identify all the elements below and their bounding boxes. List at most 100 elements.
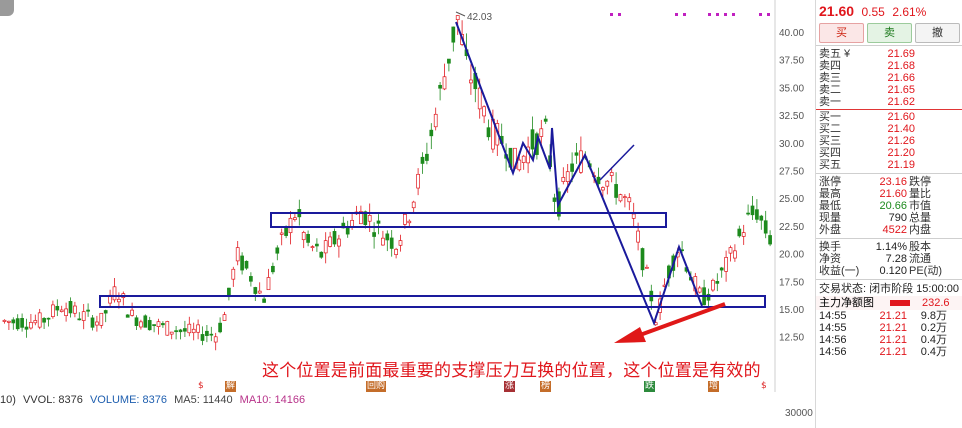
stat-row: 外盘 4522 内盘 xyxy=(816,224,962,236)
candle-body xyxy=(381,237,385,246)
price-change: 0.55 xyxy=(861,5,885,19)
peak-price-label: 42.03 xyxy=(467,12,492,23)
vvol-value: VVOL: 8376 xyxy=(22,394,83,406)
candle-body xyxy=(112,286,117,301)
candle-body xyxy=(169,331,174,335)
candle-body xyxy=(139,321,143,328)
candle-body xyxy=(442,76,447,90)
wave-trend-line[interactable] xyxy=(455,21,703,326)
candle-body xyxy=(332,231,337,245)
stat-row: 换手 1.14% 股本 xyxy=(816,241,962,253)
tick-price: 21.21 xyxy=(879,346,907,358)
stat-label: 跌停 xyxy=(909,176,931,188)
ask-row[interactable]: 卖五 ¥ 21.69 xyxy=(816,48,962,60)
candle-body xyxy=(15,318,20,330)
candle-body xyxy=(235,247,240,262)
tick-time: 14:55 xyxy=(819,310,847,322)
resistance-zone-box[interactable] xyxy=(270,212,667,228)
support-zone-box[interactable] xyxy=(99,295,766,308)
candle-body xyxy=(152,324,156,327)
ask-row[interactable]: 卖四 21.68 xyxy=(816,60,962,72)
stat-value: 4522 xyxy=(882,224,907,236)
last-price: 21.60 xyxy=(819,3,855,19)
candle-body xyxy=(59,309,64,312)
candle-body xyxy=(715,281,720,284)
candle-body xyxy=(733,250,737,259)
buy-button[interactable]: 买 xyxy=(819,23,864,43)
pointer-line[interactable] xyxy=(599,144,635,181)
ask-row[interactable]: 卖三 21.66 xyxy=(816,72,962,84)
bid-row[interactable]: 买一 21.60 xyxy=(816,111,962,123)
bid-row[interactable]: 买四 21.20 xyxy=(816,147,962,159)
candle-body xyxy=(403,213,407,225)
candle-body xyxy=(262,298,266,303)
bid-row[interactable]: 买三 21.26 xyxy=(816,135,962,147)
main-flow-row[interactable]: 主力净额 图 232.6 xyxy=(816,296,962,310)
ask-row[interactable]: 卖二 21.65 xyxy=(816,84,962,96)
candle-body xyxy=(385,233,390,241)
candle-body xyxy=(455,15,460,21)
price-axis-tick: 25.00 xyxy=(779,194,804,205)
event-marker[interactable]: $ xyxy=(198,381,204,391)
kline-svg[interactable]: 40.00 37.50 35.00 32.50 30.00 27.50 25.00 22.50… xyxy=(0,0,815,428)
orderbook-level-price: 21.66 xyxy=(887,72,915,84)
main-flow-chart-link[interactable]: 图 xyxy=(863,297,874,309)
bid-row[interactable]: 买二 21.40 xyxy=(816,123,962,135)
candle-body xyxy=(394,248,398,255)
candle-body xyxy=(565,171,570,182)
tick-volume: 9.8万 xyxy=(920,310,947,322)
candle-body xyxy=(697,287,702,293)
tick-row: 14:55 21.21 9.8万 xyxy=(816,310,962,322)
candle-body xyxy=(486,127,491,138)
tick-list[interactable]: 14:55 21.21 9.8万 14:55 21.21 0.2万 14:56 21.21 0.… xyxy=(816,310,962,358)
event-marker[interactable]: $ xyxy=(761,381,767,391)
event-dots-2 xyxy=(675,3,691,16)
red-arrow-shaft[interactable] xyxy=(639,302,726,337)
candle-body xyxy=(429,129,434,137)
stat-row: 最低 20.66 市值 xyxy=(816,200,962,212)
stat-label: 现量 xyxy=(819,212,841,224)
event-marker[interactable]: 增 xyxy=(708,381,720,392)
bid-row[interactable]: 买五 21.19 xyxy=(816,159,962,171)
stat-label: 换手 xyxy=(819,241,841,253)
stat-label: 最高 xyxy=(819,188,841,200)
candle-body xyxy=(125,314,130,318)
tick-price: 21.21 xyxy=(879,310,907,322)
stat-value: 0.120 xyxy=(879,265,907,277)
orderbook-level-label: 卖二 xyxy=(819,84,841,96)
orderbook-level-label: 卖一 xyxy=(819,96,841,108)
event-marker[interactable]: 涨 xyxy=(504,381,516,392)
event-marker[interactable]: 跌 xyxy=(644,381,656,392)
cancel-order-button[interactable]: 撤 xyxy=(915,23,960,43)
volume-value: VOLUME: 8376 xyxy=(89,394,168,406)
candle-body xyxy=(618,194,623,202)
stat-label: 市值 xyxy=(909,200,931,212)
peak-leader-line[interactable] xyxy=(455,11,466,17)
candle-body xyxy=(319,251,324,258)
event-marker[interactable]: 榜 xyxy=(540,381,552,392)
collapse-tab[interactable] xyxy=(0,0,14,16)
event-marker[interactable]: 解 xyxy=(225,381,237,392)
candle-body xyxy=(2,319,7,322)
candle-body xyxy=(706,293,711,301)
sell-button[interactable]: 卖 xyxy=(867,23,912,43)
tick-volume: 0.4万 xyxy=(920,334,947,346)
kline-chart-area[interactable]: 40.00 37.50 35.00 32.50 30.00 27.50 25.00 22.50… xyxy=(0,0,815,428)
stat-row: 最高 21.60 量比 xyxy=(816,188,962,200)
stat-label: 涨停 xyxy=(819,176,841,188)
candle-body xyxy=(37,312,42,328)
orderbook-level-label: 买三 xyxy=(819,135,841,147)
orderbook-level-price: 21.69 xyxy=(887,48,915,60)
red-arrow-head[interactable] xyxy=(614,327,646,343)
stat-label: 外盘 xyxy=(819,224,841,236)
candle-body xyxy=(719,267,724,271)
candle-body xyxy=(363,211,368,226)
trade-buttons: 买 卖 撤 xyxy=(816,23,962,43)
stat-label: 净资 xyxy=(819,253,841,265)
candle-body xyxy=(596,176,601,185)
ask-row[interactable]: 卖一 21.62 xyxy=(816,96,962,108)
candle-body xyxy=(746,212,750,215)
event-marker[interactable]: 回购 xyxy=(366,381,387,392)
event-dots-4 xyxy=(759,3,775,16)
quote-panel: 21.60 0.55 2.61% 买 卖 撤 卖五 ¥21.69 卖四 21.68 卖… xyxy=(815,0,962,428)
